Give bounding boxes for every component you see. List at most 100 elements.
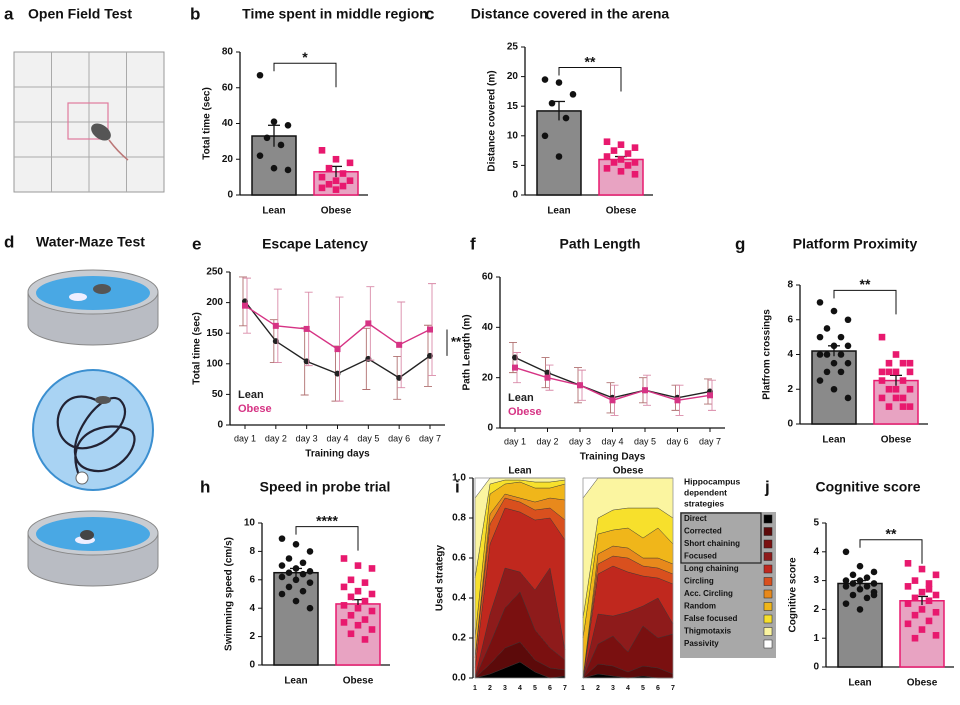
data-point: [339, 170, 347, 177]
y-tick-label: 100: [206, 358, 223, 369]
y-tick-label: 4: [249, 603, 255, 614]
error-cap: [304, 291, 313, 367]
y-tick-label: 0.8: [452, 513, 466, 524]
y-tick-label: 6: [249, 574, 255, 585]
data-point: [925, 617, 933, 625]
data-point: [285, 583, 293, 591]
x-tick-label: day 2: [265, 433, 287, 443]
data-point: [925, 585, 933, 593]
x-tick-label: 6: [548, 685, 552, 692]
data-point: [844, 359, 852, 367]
data-point: [842, 577, 850, 584]
data-point: [844, 342, 852, 350]
x-tick-label: Obese: [321, 206, 352, 217]
data-point: [870, 591, 878, 599]
data-point: [325, 164, 333, 172]
panel-letter: d: [4, 232, 14, 251]
legend-label: Long chaining: [684, 564, 739, 573]
y-tick-label: 150: [206, 328, 223, 339]
y-tick-label: 0: [787, 419, 793, 430]
x-tick-label: day 6: [666, 436, 688, 446]
data-point: [278, 562, 286, 569]
panel-letter: h: [200, 477, 210, 496]
x-tick-label: Lean: [262, 206, 285, 217]
panel-title: Distance covered in the arena: [471, 6, 670, 22]
data-point: [306, 579, 314, 586]
data-point: [904, 620, 912, 628]
data-point: [837, 368, 845, 376]
x-tick-label: 4: [626, 685, 630, 692]
y-axis-label: Total time (sec): [202, 87, 213, 160]
data-point: [544, 369, 551, 376]
bar: [273, 571, 319, 666]
data-point: [617, 156, 625, 163]
significance-label: *: [302, 49, 308, 65]
y-tick-label: 20: [222, 154, 234, 165]
data-point: [512, 354, 518, 361]
panel-letter: j: [764, 477, 770, 496]
panel-letter: a: [4, 4, 14, 23]
y-tick-label: 80: [222, 47, 234, 58]
error-cap: [639, 377, 647, 404]
significance-label: **: [886, 526, 897, 542]
x-tick-label: 1: [473, 685, 477, 692]
plot-frame: [582, 477, 674, 679]
y-tick-label: 8: [787, 280, 793, 291]
data-point: [856, 585, 864, 593]
legend-label: Obese: [238, 403, 272, 415]
x-tick-label: 2: [596, 685, 600, 692]
significance-label: **: [860, 276, 871, 292]
data-point: [361, 616, 369, 623]
data-point: [577, 382, 583, 389]
legend-swatch: [763, 527, 773, 536]
data-point: [555, 153, 563, 160]
error-cap: [708, 379, 716, 411]
significance-bracket: [859, 539, 923, 564]
data-point: [368, 590, 376, 598]
y-tick-label: 5: [512, 160, 518, 171]
data-point: [354, 587, 362, 595]
y-axis-label: Swimming speed (cm/s): [224, 537, 235, 651]
legend-swatch: [763, 564, 773, 574]
data-point: [904, 583, 912, 590]
data-point: [885, 368, 893, 376]
data-point: [674, 397, 681, 404]
data-point: [906, 385, 914, 393]
error-cap: [366, 286, 375, 361]
y-tick-label: 1: [813, 633, 819, 644]
error-cap: [675, 384, 684, 416]
legend-group-box: [680, 512, 762, 564]
data-point: [555, 79, 563, 86]
x-axis-label: Training Days: [580, 452, 646, 463]
data-point: [849, 591, 857, 599]
data-point: [299, 570, 307, 578]
legend-label: Direct: [684, 514, 707, 523]
data-point: [368, 607, 376, 615]
y-axis-label: Cognitive score: [788, 557, 799, 632]
x-axis-label: Training days: [305, 449, 370, 460]
y-tick-label: 15: [507, 101, 519, 112]
data-point: [562, 114, 570, 122]
panel-letter: f: [470, 234, 476, 253]
error-cap: [545, 364, 554, 391]
legend-swatch: [763, 552, 773, 561]
x-tick-label: 7: [671, 685, 675, 692]
data-point: [512, 364, 518, 371]
significance-label: ****: [316, 512, 338, 528]
legend-label: Acc. Circling: [684, 589, 733, 598]
data-point: [346, 159, 354, 167]
data-point: [830, 385, 838, 393]
series-line: [244, 300, 431, 379]
data-point: [354, 562, 362, 569]
y-tick-label: 1.0: [452, 473, 466, 484]
x-tick-label: day 5: [357, 433, 379, 443]
significance-bracket: [273, 62, 337, 88]
legend-swatch: [763, 602, 773, 611]
data-point: [932, 571, 940, 579]
water-maze-illustration: [27, 269, 159, 587]
error-cap: [513, 352, 521, 384]
data-point: [870, 580, 878, 587]
y-tick-label: 0: [512, 190, 518, 201]
data-point: [816, 333, 824, 341]
x-tick-label: day 4: [326, 433, 348, 443]
